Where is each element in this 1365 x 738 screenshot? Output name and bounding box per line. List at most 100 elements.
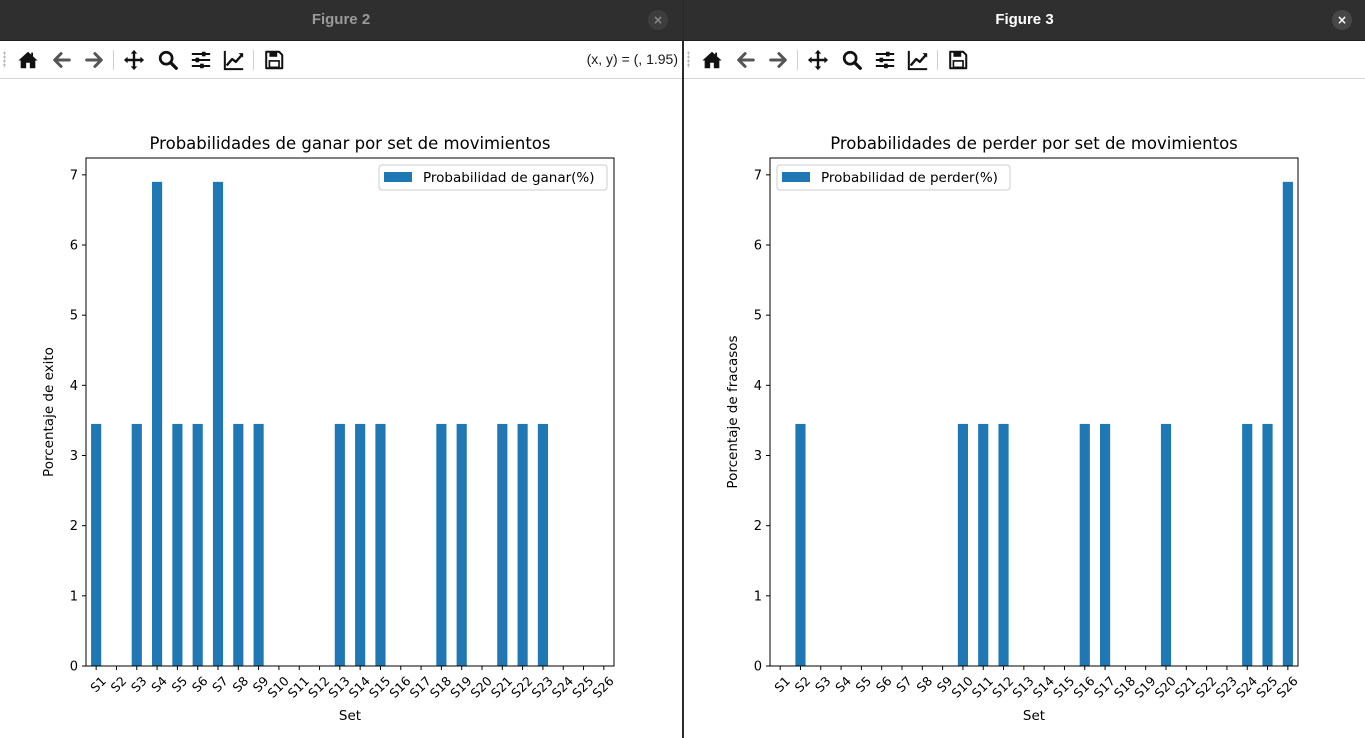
legend-box [378, 164, 608, 191]
close-button[interactable]: × [1332, 10, 1352, 30]
legend-label: Probabilidad de perder(%) [821, 170, 998, 186]
x-tick-label: S5 [852, 673, 874, 695]
bar-S24 [1242, 423, 1253, 666]
x-tick-label: S7 [209, 673, 231, 695]
x-tick-label: S1 [87, 673, 109, 695]
bar-S9 [253, 423, 264, 666]
bar-S11 [978, 423, 989, 666]
y-tick-label: 1 [754, 589, 762, 604]
bar-S25 [1262, 423, 1273, 666]
home-button[interactable] [15, 47, 41, 73]
x-tick-label: S26 [589, 673, 616, 700]
save-button[interactable] [945, 47, 971, 73]
y-axis-label: Porcentaje de exito [41, 347, 57, 477]
chart-title: Probabilidades de ganar por set de movim… [150, 134, 551, 153]
forward-button[interactable] [81, 47, 107, 73]
configure-subplots-icon [875, 51, 895, 69]
x-tick-label: S8 [229, 673, 251, 695]
y-tick-label: 6 [754, 239, 762, 254]
toolbar-separator [253, 50, 254, 70]
home-icon [18, 51, 38, 69]
toolbar-separator [113, 50, 114, 70]
back-button[interactable] [733, 47, 759, 73]
toolbar-grip-icon[interactable] [3, 51, 6, 68]
edit-axis-button[interactable] [221, 47, 247, 73]
y-tick-label: 3 [754, 449, 762, 464]
y-tick-label: 1 [70, 589, 78, 604]
y-axis-label: Porcentaje de fracasos [725, 335, 741, 488]
x-tick-label: S2 [108, 673, 130, 695]
toolbar-separator [797, 50, 798, 70]
x-tick-label: S2 [792, 673, 814, 695]
home-button[interactable] [699, 47, 725, 73]
y-tick-label: 7 [754, 168, 762, 183]
bar-S13 [334, 423, 345, 666]
y-tick-label: 3 [70, 449, 78, 464]
save-button[interactable] [261, 47, 287, 73]
y-tick-label: 2 [754, 519, 762, 534]
axes-frame [85, 157, 615, 667]
configure-subplots-button[interactable] [188, 47, 214, 73]
figure-2-window: Figure 2 × (x, y) = (, 1.95) P [0, 0, 682, 738]
bar-S2 [795, 423, 806, 666]
bar-S26 [1282, 181, 1293, 666]
x-tick-label: S5 [168, 673, 190, 695]
legend: Probabilidad de perder(%) [776, 164, 1011, 191]
bar-S19 [456, 423, 467, 666]
legend-label: Probabilidad de ganar(%) [423, 170, 595, 186]
pan-move-icon [123, 49, 145, 71]
y-tick-label: 0 [70, 660, 78, 675]
bar-S20 [1160, 423, 1172, 666]
window-title: Figure 3 [995, 11, 1054, 28]
title-bar: Figure 2 × [0, 0, 682, 41]
y-tick-label: 5 [70, 309, 78, 324]
bar-S6 [192, 423, 203, 666]
forward-arrow-icon [769, 52, 787, 68]
figure-2-canvas[interactable]: Probabilidades de ganar por set de movim… [0, 79, 682, 738]
bar-S22 [517, 423, 528, 666]
bar-S12 [998, 423, 1009, 666]
bar-S8 [233, 423, 244, 666]
pan-button[interactable] [805, 47, 831, 73]
legend: Probabilidad de ganar(%) [378, 164, 608, 191]
zoom-button[interactable] [155, 47, 181, 73]
x-axis-label: Set [1023, 708, 1045, 724]
bar-S1 [91, 423, 102, 666]
y-tick-label: 4 [754, 379, 762, 394]
toolbar-grip-icon[interactable] [687, 51, 690, 68]
bar-S14 [355, 423, 366, 666]
back-button[interactable] [49, 47, 75, 73]
toolbar-separator [937, 50, 938, 70]
x-axis-label: Set [339, 708, 361, 724]
x-tick-label: S4 [832, 673, 854, 695]
bar-S17 [1100, 423, 1111, 666]
zoom-button[interactable] [839, 47, 865, 73]
navigation-toolbar [684, 41, 1365, 79]
x-tick-label: S7 [893, 673, 915, 695]
close-button[interactable]: × [648, 10, 668, 30]
legend-box [776, 164, 1011, 191]
pan-button[interactable] [121, 47, 147, 73]
x-tick-label: S26 [1273, 673, 1300, 700]
x-tick-label: S3 [128, 673, 150, 695]
chart-title: Probabilidades de perder por set de movi… [830, 134, 1238, 153]
save-floppy-icon [265, 50, 284, 70]
navigation-toolbar: (x, y) = (, 1.95) [0, 41, 682, 79]
configure-subplots-button[interactable] [872, 47, 898, 73]
zoom-magnifier-icon [158, 50, 178, 70]
edit-axis-button[interactable] [905, 47, 931, 73]
bar-S23 [537, 423, 548, 666]
edit-axis-icon [907, 50, 928, 71]
cursor-coordinates-readout: (x, y) = (, 1.95) [586, 51, 678, 67]
title-bar: Figure 3 × [684, 0, 1365, 41]
bar-S3 [131, 423, 142, 666]
window-title: Figure 2 [311, 11, 371, 28]
y-tick-label: 6 [70, 239, 78, 254]
y-tick-label: 4 [70, 379, 78, 394]
y-tick-label: 5 [754, 309, 762, 324]
back-arrow-icon [737, 52, 755, 68]
x-tick-label: S4 [148, 673, 170, 695]
figure-3-canvas[interactable]: Probabilidades de perder por set de movi… [684, 79, 1365, 738]
forward-button[interactable] [765, 47, 791, 73]
save-floppy-icon [949, 50, 968, 70]
